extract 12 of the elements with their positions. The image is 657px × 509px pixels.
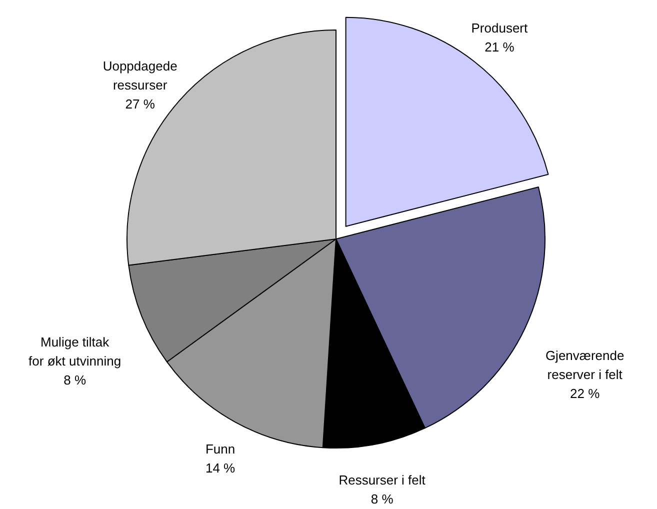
data-label: 21 % xyxy=(484,39,515,54)
slice-label: Funn xyxy=(205,441,236,456)
data-label: 27 % xyxy=(125,96,156,112)
data-label: 22 % xyxy=(570,386,600,402)
data-label: 8 % xyxy=(370,491,394,506)
slice-label: Gjenværende reserver i felt xyxy=(545,348,624,382)
slice-label: Produsert xyxy=(471,20,528,36)
slice-label: Mulige tiltak for økt utvinning xyxy=(28,334,122,368)
data-label: 8 % xyxy=(64,372,86,388)
slice-label: Ressurser i felt xyxy=(338,472,426,488)
data-label: 14 % xyxy=(205,460,236,476)
slice-label: Uoppdagede ressurser xyxy=(102,58,178,92)
